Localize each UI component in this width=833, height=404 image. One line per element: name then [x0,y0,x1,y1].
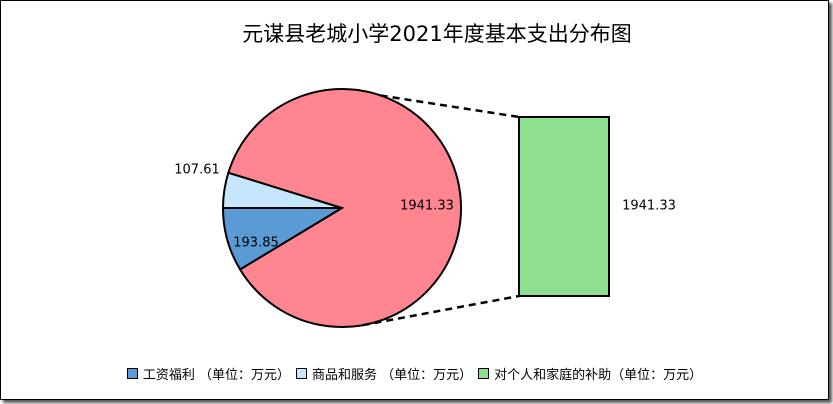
data-label: 1941.33 [622,199,676,214]
legend-label: 商品和服务 （单位：万元） [311,368,473,383]
legend-swatch [295,368,307,379]
bar [518,116,610,297]
legend-swatch [126,368,138,379]
data-label: 193.85 [233,236,279,251]
legend-label: 对个人和家庭的补助（单位：万元） [494,368,703,383]
chart-title: 元谋县老城小学2021年度基本支出分布图 [242,22,631,46]
chart: 元谋县老城小学2021年度基本支出分布图 193.85 107.61 1941.33… [174,22,676,328]
legend-item: 商品和服务 （单位：万元） [295,364,473,383]
data-label: 107.61 [174,163,220,178]
legend: 工资福利 （单位：万元） 商品和服务 （单位：万元） 对个人和家庭的补助（单位：万元… [1,364,828,383]
legend-item: 工资福利 （单位：万元） [126,364,290,383]
pie-slice [227,88,462,328]
data-label: 1941.33 [400,199,454,214]
legend-label: 工资福利 （单位：万元） [142,368,290,383]
legend-swatch [478,368,490,379]
connector [362,294,520,327]
legend-item: 对个人和家庭的补助（单位：万元） [478,364,702,383]
